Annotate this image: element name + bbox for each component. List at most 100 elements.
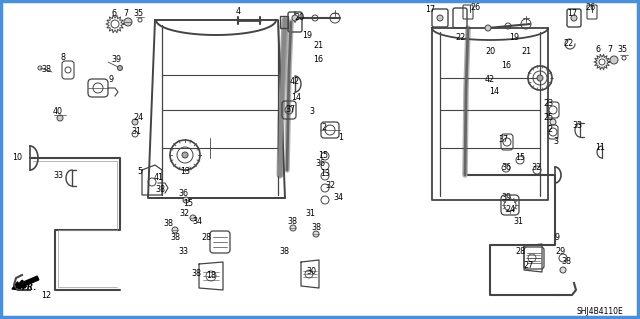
Text: 11: 11: [595, 144, 605, 152]
Text: 5: 5: [138, 167, 143, 175]
Text: 38: 38: [561, 257, 571, 266]
Circle shape: [190, 215, 196, 221]
Text: 36: 36: [501, 164, 511, 173]
Text: 31: 31: [513, 218, 523, 226]
Text: 38: 38: [155, 186, 165, 195]
Text: 37: 37: [498, 136, 508, 145]
Text: 35: 35: [133, 10, 143, 19]
Text: 17: 17: [425, 5, 435, 14]
Text: 36: 36: [315, 160, 325, 168]
Text: 31: 31: [305, 210, 315, 219]
Text: 26: 26: [470, 4, 480, 12]
Text: 15: 15: [515, 153, 525, 162]
Text: 22: 22: [563, 40, 573, 48]
Text: 9: 9: [554, 234, 559, 242]
Text: 30: 30: [306, 268, 316, 277]
Circle shape: [437, 15, 443, 21]
Text: 33: 33: [178, 248, 188, 256]
Text: 20: 20: [485, 48, 495, 56]
Text: 32: 32: [531, 164, 541, 173]
Text: 24: 24: [505, 205, 515, 214]
Text: 28: 28: [201, 234, 211, 242]
Text: 2: 2: [547, 125, 552, 135]
Text: 38: 38: [170, 234, 180, 242]
Circle shape: [610, 56, 618, 64]
Circle shape: [560, 267, 566, 273]
Text: 42: 42: [485, 76, 495, 85]
Text: 24: 24: [133, 114, 143, 122]
Text: 38: 38: [191, 270, 201, 278]
Text: 37: 37: [285, 105, 295, 114]
Text: 33: 33: [572, 122, 582, 130]
Text: 12: 12: [41, 291, 51, 300]
Circle shape: [537, 75, 543, 81]
Text: 34: 34: [333, 194, 343, 203]
Text: SHJ4B4110E: SHJ4B4110E: [577, 307, 623, 315]
Text: 1: 1: [339, 133, 344, 143]
Circle shape: [57, 115, 63, 121]
Circle shape: [292, 15, 298, 21]
Text: 38: 38: [163, 219, 173, 228]
Text: 22: 22: [455, 33, 465, 42]
Text: 32: 32: [325, 182, 335, 190]
Text: 13: 13: [320, 169, 330, 179]
Circle shape: [124, 18, 132, 26]
Text: 39: 39: [111, 56, 121, 64]
Text: 41: 41: [154, 174, 164, 182]
Text: 13: 13: [180, 167, 190, 176]
Text: 15: 15: [183, 199, 193, 209]
Circle shape: [485, 25, 491, 31]
Circle shape: [172, 227, 178, 233]
Text: 10: 10: [12, 152, 22, 161]
Text: 3: 3: [310, 108, 314, 116]
Text: 7: 7: [124, 10, 129, 19]
Text: 6: 6: [111, 10, 116, 19]
Text: 26: 26: [585, 4, 595, 12]
Text: 36: 36: [178, 189, 188, 198]
Text: 2: 2: [321, 123, 326, 132]
Text: 19: 19: [302, 31, 312, 40]
Text: 20: 20: [294, 12, 304, 21]
Text: 29: 29: [555, 248, 565, 256]
Text: 7: 7: [607, 46, 612, 55]
Circle shape: [313, 231, 319, 237]
Text: 15: 15: [318, 151, 328, 160]
Text: 38: 38: [279, 248, 289, 256]
Circle shape: [183, 197, 189, 203]
Circle shape: [182, 152, 188, 158]
Circle shape: [290, 225, 296, 231]
Text: 21: 21: [313, 41, 323, 49]
Text: 38: 38: [287, 218, 297, 226]
Circle shape: [571, 15, 577, 21]
Text: 40: 40: [53, 108, 63, 116]
Text: 3: 3: [554, 137, 559, 146]
Text: 28: 28: [515, 248, 525, 256]
Text: 9: 9: [108, 76, 113, 85]
Text: 23: 23: [543, 100, 553, 108]
Circle shape: [118, 65, 122, 70]
Text: 38: 38: [41, 65, 51, 75]
FancyArrow shape: [12, 276, 39, 290]
Text: 6: 6: [595, 46, 600, 55]
Circle shape: [550, 119, 556, 125]
Text: 42: 42: [290, 78, 300, 86]
Text: 14: 14: [291, 93, 301, 102]
Text: 27: 27: [524, 262, 534, 271]
Text: 39: 39: [501, 194, 511, 203]
Text: 14: 14: [489, 87, 499, 97]
Text: 31: 31: [131, 128, 141, 137]
Text: FR.: FR.: [22, 284, 38, 293]
Text: 17: 17: [567, 10, 577, 19]
Text: 18: 18: [206, 271, 216, 280]
Text: 25: 25: [543, 114, 553, 122]
Text: 34: 34: [192, 218, 202, 226]
Text: 8: 8: [61, 54, 65, 63]
Circle shape: [132, 119, 138, 125]
Text: 16: 16: [501, 61, 511, 70]
Text: 4: 4: [236, 8, 241, 17]
Text: 38: 38: [311, 224, 321, 233]
Text: 35: 35: [617, 46, 627, 55]
Text: 16: 16: [313, 56, 323, 64]
Text: 19: 19: [509, 33, 519, 42]
Text: 32: 32: [179, 210, 189, 219]
